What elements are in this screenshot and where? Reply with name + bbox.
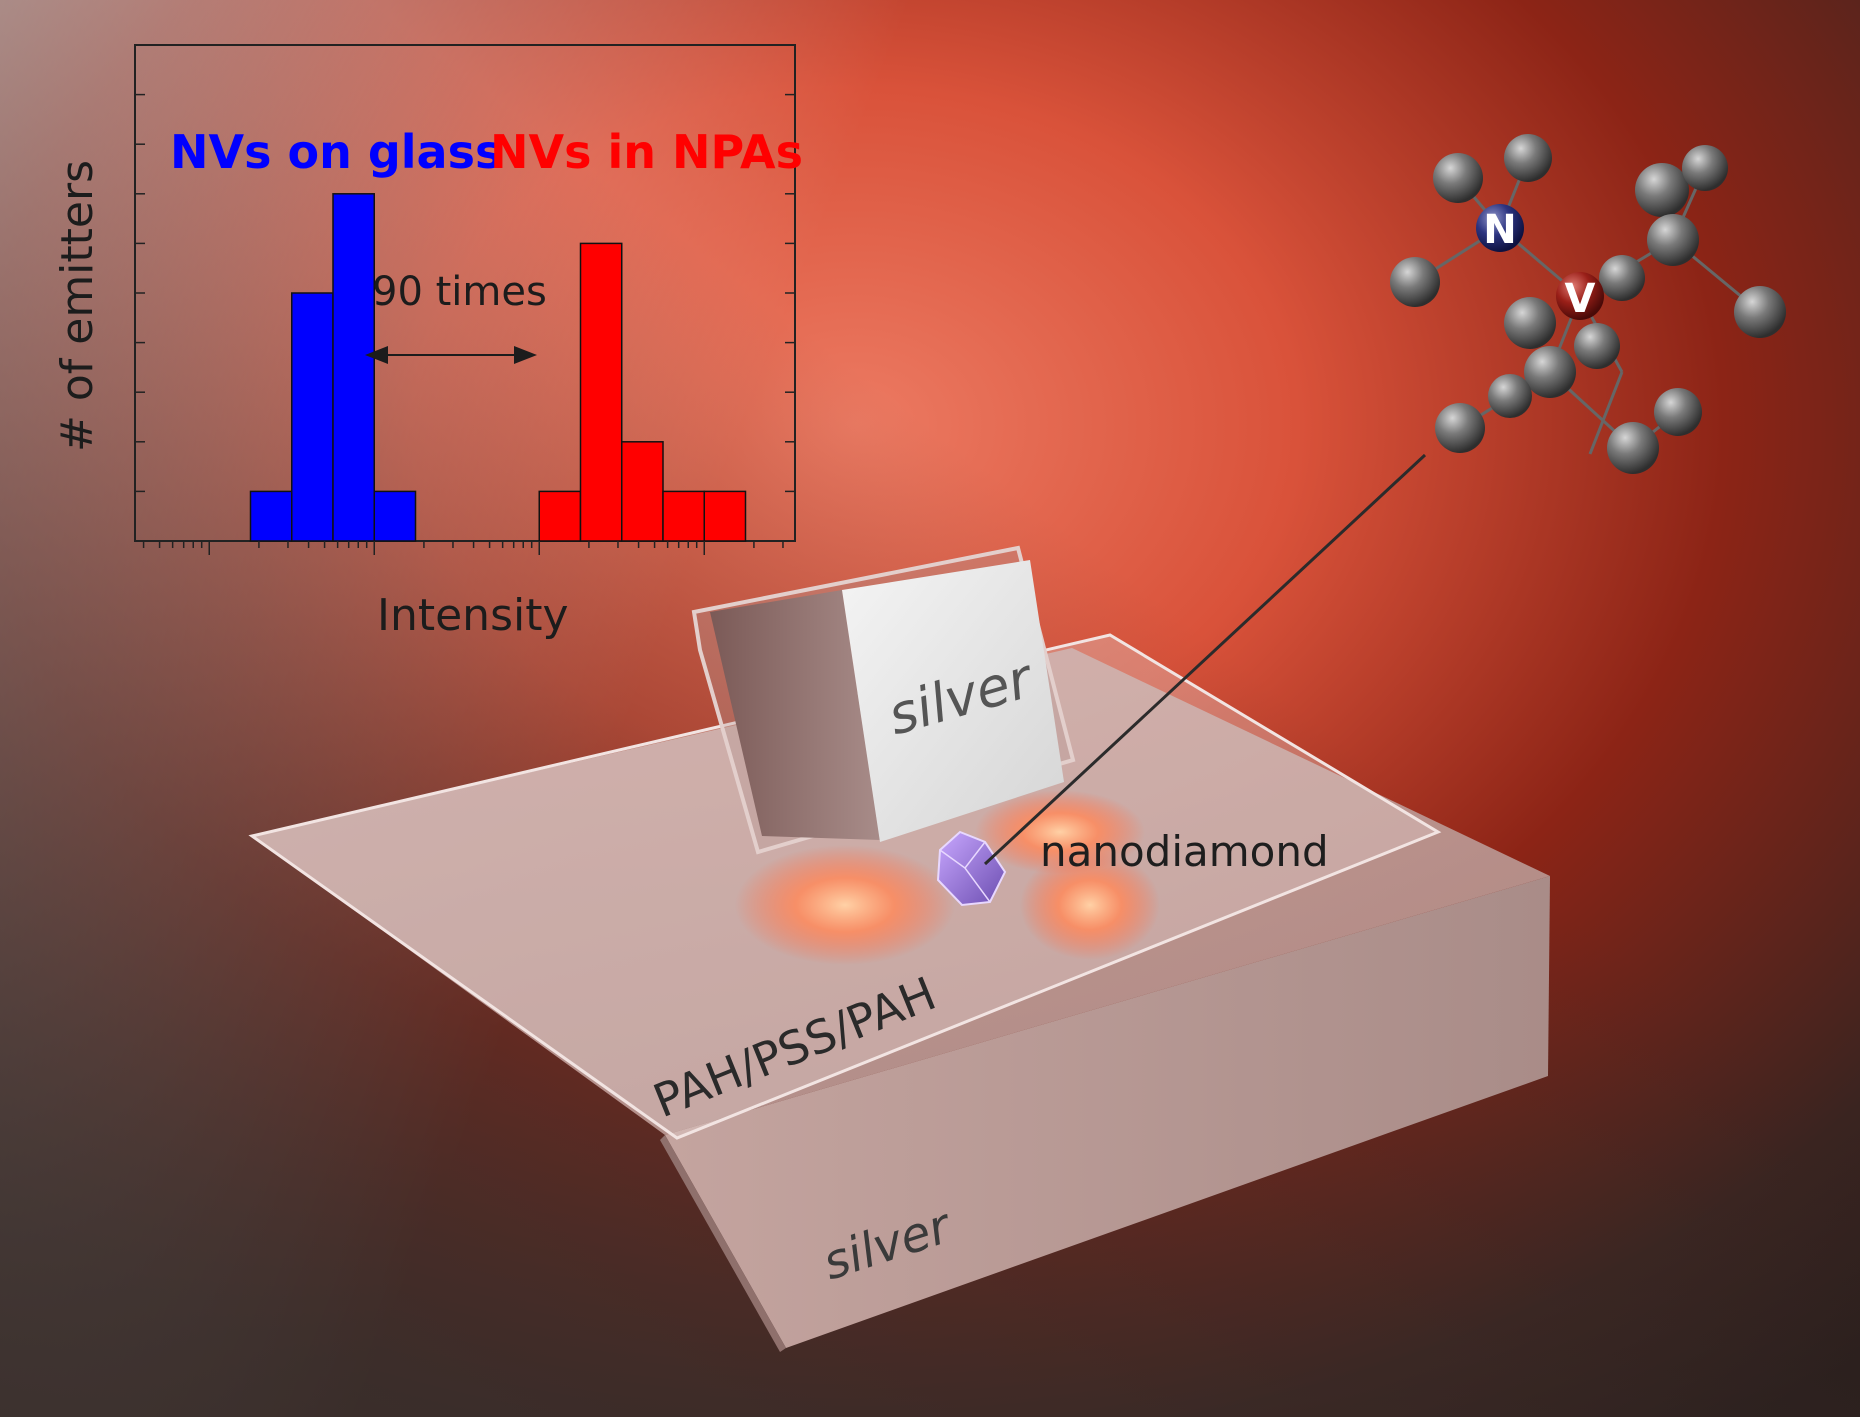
carbon-atom: [1435, 403, 1485, 453]
vacancy-site: [1556, 272, 1604, 320]
plasmon-hotspot: [735, 845, 955, 965]
legend-series-glass: NVs on glass: [170, 125, 502, 179]
carbon-atom: [1504, 134, 1552, 182]
x-axis-title: Intensity: [377, 590, 569, 641]
carbon-atom: [1488, 374, 1532, 418]
histogram-bars: [249, 193, 747, 542]
carbon-atom: [1504, 297, 1556, 349]
carbon-atom: [1682, 145, 1728, 191]
carbon-atom: [1524, 346, 1576, 398]
glass-bar: [332, 193, 375, 542]
cube-left-face: [710, 590, 880, 840]
plasmon-hotspot-3: [975, 790, 1145, 874]
y-axis-title: # of emitters: [52, 160, 103, 452]
carbon-atom: [1647, 214, 1699, 266]
slab-front-face: [665, 876, 1550, 1348]
ratio-arrow: [365, 346, 537, 364]
carbon-atom: [1433, 153, 1483, 203]
ratio-annotation: 90 times: [372, 269, 547, 315]
glass-bar: [249, 490, 293, 542]
carbon-atom: [1599, 255, 1645, 301]
npa-bar: [621, 441, 664, 542]
vacancy-label: V: [1565, 276, 1596, 322]
nanodiamond-label: nanodiamond: [1040, 827, 1329, 876]
cube-front-face: [842, 560, 1064, 842]
npa-bar: [703, 490, 747, 542]
glass-bar: [373, 490, 417, 542]
carbon-atom: [1734, 286, 1786, 338]
nv-center-molecule: N V: [1390, 134, 1786, 474]
inset-histogram: NVs on glass NVs in NPAs 90 times # of e…: [52, 44, 803, 641]
callout-line: [983, 453, 1427, 866]
carbon-atom: [1390, 257, 1440, 307]
legend-series-npa: NVs in NPAs: [490, 125, 803, 179]
carbon-atom: [1654, 388, 1702, 436]
carbon-atom: [1635, 163, 1689, 217]
silver-nanocube: [691, 545, 1076, 855]
npa-bar: [662, 490, 705, 542]
plasmon-hotspot-2: [1020, 850, 1160, 960]
carbon-atom: [1607, 422, 1659, 474]
carbon-atom: [1574, 323, 1620, 369]
npa-bar: [579, 242, 623, 542]
slab-left-face: [660, 1135, 786, 1352]
nitrogen-atom: [1476, 204, 1524, 252]
npa-bar: [538, 490, 582, 542]
nitrogen-label: N: [1483, 207, 1516, 253]
glass-bar: [291, 292, 334, 542]
axis-ticks: [135, 93, 795, 555]
nanodiamond-particle: [936, 830, 1007, 907]
